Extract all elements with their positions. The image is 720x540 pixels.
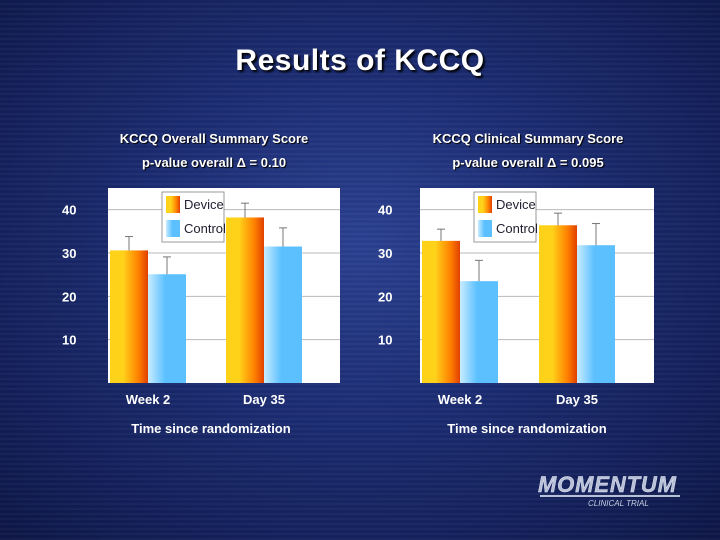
svg-text:MOMENTUM: MOMENTUM <box>538 472 677 497</box>
chart-1-ytick-label: 20 <box>62 289 76 304</box>
chart-1-xlabel: Time since randomization <box>131 421 290 436</box>
chart-2-ytick-label: 10 <box>378 333 392 348</box>
chart-2-ytick-label: 20 <box>378 289 392 304</box>
chart-1-bar-device <box>226 217 264 383</box>
chart-2-legend-swatch-control <box>478 220 492 237</box>
chart-2-ytick-label: 40 <box>378 203 392 218</box>
chart-1-xtick-label: Week 2 <box>126 392 171 407</box>
momentum-logo: MOMENTUM CLINICAL TRIAL <box>536 470 686 510</box>
chart-1-bar-device <box>110 250 148 383</box>
chart-1-legend-swatch-control <box>166 220 180 237</box>
svg-text:CLINICAL TRIAL: CLINICAL TRIAL <box>588 499 649 508</box>
chart-2-subtitle: p-value overall Δ = 0.095 <box>452 155 604 170</box>
chart-2-bar-control <box>460 281 498 383</box>
chart-1-ytick-label: 10 <box>62 333 76 348</box>
chart-2-bar-device <box>422 240 460 383</box>
chart-1-title: KCCQ Overall Summary Score <box>119 131 309 146</box>
chart-2-bar-control <box>577 245 615 383</box>
chart-2-legend-label-device: Device <box>496 197 536 212</box>
chart-2-xlabel: Time since randomization <box>447 421 606 436</box>
chart-2-xtick-label: Week 2 <box>438 392 483 407</box>
chart-1-xtick-label: Day 35 <box>243 392 285 407</box>
chart-1-legend-label-control: Control <box>184 221 226 236</box>
chart-1-subtitle: p-value overall Δ = 0.10 <box>141 155 287 170</box>
slide-title: Results of KCCQ <box>235 44 485 77</box>
chart-2-title: KCCQ Clinical Summary Score <box>432 131 624 146</box>
chart-1-bar-control <box>148 274 186 383</box>
chart-1-ytick-label: 30 <box>62 246 76 261</box>
chart-2-bar-device <box>539 225 577 383</box>
chart-1-bar-control <box>264 246 302 383</box>
chart-1-legend-label-device: Device <box>184 197 224 212</box>
chart-2-legend-swatch-device <box>478 196 492 213</box>
chart-2-legend-label-control: Control <box>496 221 538 236</box>
chart-2-ytick-label: 30 <box>378 246 392 261</box>
chart-1-legend-swatch-device <box>166 196 180 213</box>
chart-2-xtick-label: Day 35 <box>556 392 598 407</box>
chart-1-ytick-label: 40 <box>62 203 76 218</box>
